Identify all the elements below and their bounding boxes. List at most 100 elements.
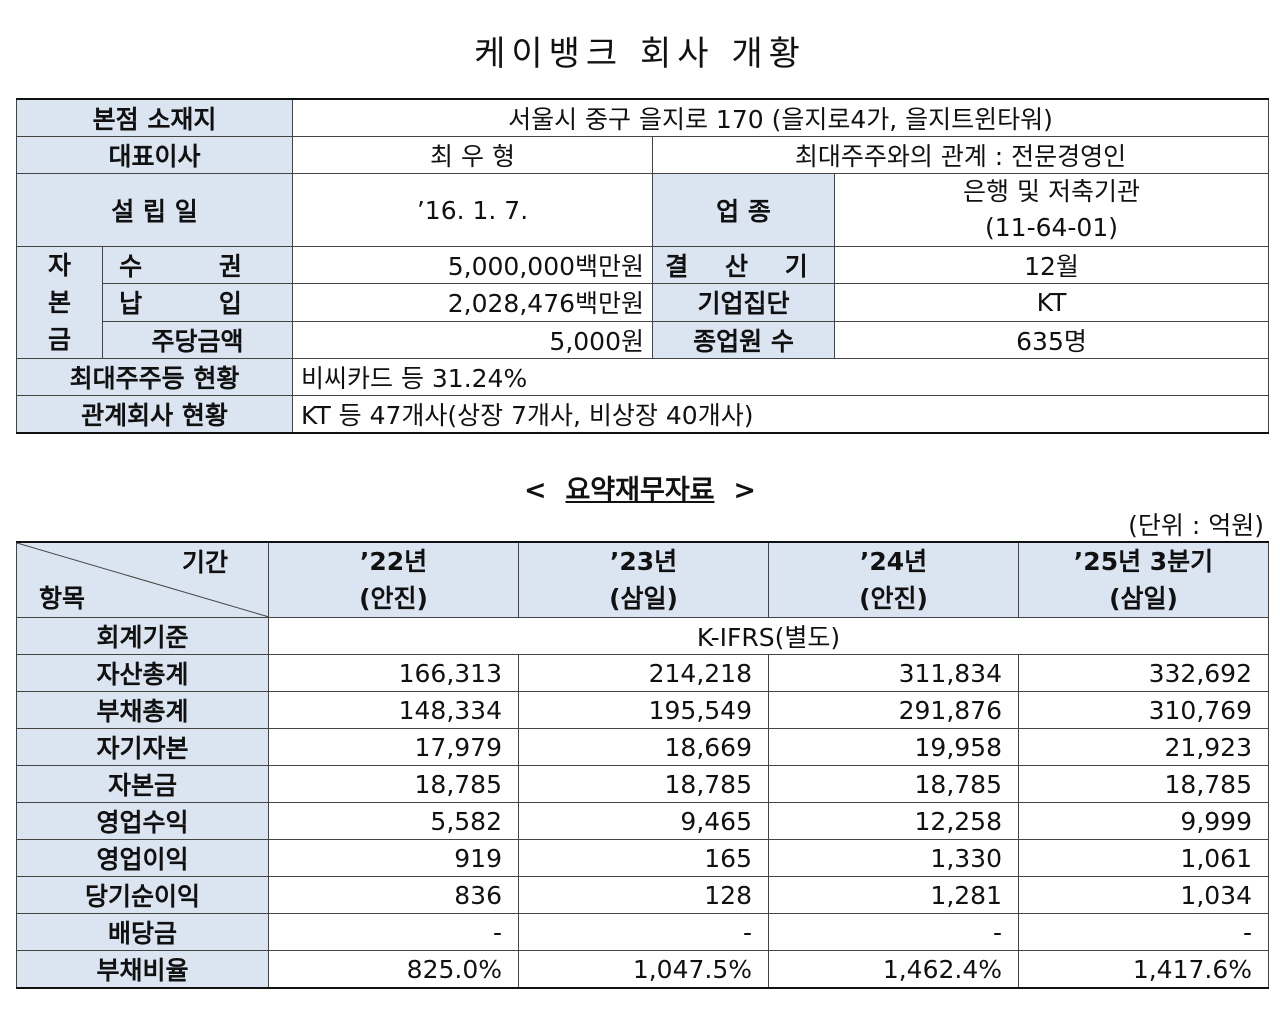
capital-label-char-1: 자 — [47, 251, 71, 280]
period-year: ’24년 — [859, 547, 928, 576]
row-value: 1,417.6% — [1018, 950, 1269, 989]
hq-row: 본점 소재지 서울시 중구 을지로 170 (을지로4가, 을지트윈타워) — [16, 98, 1270, 137]
period-header: ’25년 3분기 (삼일) — [1018, 541, 1269, 618]
row-value: 310,769 — [1018, 691, 1269, 729]
affiliates-value: KT 등 47개사(상장 7개사, 비상장 40개사) — [291, 395, 1270, 434]
row-value: - — [768, 913, 1019, 951]
row-value: 825.0% — [268, 950, 519, 989]
row-value: 18,785 — [1018, 765, 1269, 803]
unit-note: (단위 : 억원) — [1128, 511, 1264, 540]
row-value: - — [1018, 913, 1269, 951]
row-label: 영업이익 — [16, 839, 269, 877]
row-value: 836 — [268, 876, 519, 914]
subtitle-right-bracket: > — [733, 475, 756, 506]
employees-label: 종업원 수 — [652, 320, 835, 360]
affiliates-label: 관계회사 현황 — [16, 395, 293, 434]
table-row: 당기순이익 836 128 1,281 1,034 — [16, 876, 1269, 914]
row-value: 12,258 — [768, 802, 1019, 840]
standard-row: 회계기준 K-IFRS(별도) — [16, 617, 1269, 655]
corner-diagonal-line — [17, 543, 268, 617]
group-label: 기업집단 — [652, 283, 835, 322]
corner-header: 기간 항목 — [16, 541, 269, 618]
capital-label: 자 본 금 — [16, 246, 103, 359]
ceo-row: 대표이사 최 우 형 최대주주와의 관계 : 전문경영인 — [16, 136, 1270, 174]
row-value: 18,785 — [768, 765, 1019, 803]
row-value: 5,582 — [268, 802, 519, 840]
shareholder-row: 최대주주등 현황 비씨카드 등 31.24% — [16, 358, 1270, 396]
paidin-row: 납 입 2,028,476백만원 기업집단 KT — [17, 283, 1270, 322]
table-row: 자본금 18,785 18,785 18,785 18,785 — [16, 765, 1269, 803]
standard-label: 회계기준 — [16, 617, 269, 655]
row-value: 18,669 — [518, 728, 769, 766]
company-overview-table: 본점 소재지 서울시 중구 을지로 170 (을지로4가, 을지트윈타워) 대표… — [16, 98, 1270, 434]
paidin-value: 2,028,476백만원 — [292, 283, 653, 322]
corner-period-label: 기간 — [181, 548, 228, 577]
financial-summary-table: 기간 항목 ’22년 (안진) ’23년 (삼일) ’24년 (안진) ’25년… — [16, 541, 1269, 989]
row-value: 9,465 — [518, 802, 769, 840]
table-row: 부채총계 148,334 195,549 291,876 310,769 — [16, 691, 1269, 729]
row-label: 영업수익 — [16, 802, 269, 840]
authorized-label: 수 권 — [102, 245, 293, 285]
period-auditor: (삼일) — [1109, 584, 1178, 613]
period-auditor: (안진) — [859, 584, 928, 613]
row-value: 17,979 — [268, 728, 519, 766]
period-header: ’22년 (안진) — [268, 541, 519, 618]
row-value: 21,923 — [1018, 728, 1269, 766]
row-label: 배당금 — [16, 913, 269, 951]
row-label: 당기순이익 — [16, 876, 269, 914]
row-value: 332,692 — [1018, 654, 1269, 692]
industry-value-line2: (11-64-01) — [985, 213, 1118, 242]
table-row: 영업수익 5,582 9,465 12,258 9,999 — [16, 802, 1269, 840]
row-value: 1,047.5% — [518, 950, 769, 989]
row-value: - — [518, 913, 769, 951]
row-label: 자기자본 — [16, 728, 269, 766]
table-row: 영업이익 919 165 1,330 1,061 — [16, 839, 1269, 877]
row-value: 19,958 — [768, 728, 1019, 766]
period-year: ’23년 — [609, 547, 678, 576]
row-value: 128 — [518, 876, 769, 914]
period-year: ’22년 — [359, 547, 428, 576]
group-value: KT — [833, 283, 1270, 322]
fiscal-label: 결 산 기 — [652, 245, 835, 285]
row-value: 18,785 — [268, 765, 519, 803]
row-value: 1,281 — [768, 876, 1019, 914]
period-header: ’24년 (안진) — [768, 541, 1019, 618]
corner-item-label: 항목 — [39, 584, 86, 613]
period-header: ’23년 (삼일) — [518, 541, 769, 618]
row-label: 자본금 — [16, 765, 269, 803]
row-value: - — [268, 913, 519, 951]
row-label: 부채비율 — [16, 950, 269, 989]
shareholder-label: 최대주주등 현황 — [16, 358, 293, 396]
period-auditor: (삼일) — [609, 584, 678, 613]
authorized-row: 자 본 금 수 권 5,000,000백만원 결 산 기 12월 — [16, 245, 1270, 359]
row-value: 919 — [268, 839, 519, 877]
table-row: 자기자본 17,979 18,669 19,958 21,923 — [16, 728, 1269, 766]
founded-value: ’16. 1. 7. — [292, 173, 653, 247]
row-label: 부채총계 — [16, 691, 269, 729]
shareholder-value: 비씨카드 등 31.24% — [291, 358, 1270, 396]
period-year: ’25년 3분기 — [1073, 547, 1214, 576]
standard-value: K-IFRS(별도) — [268, 617, 1269, 655]
ceo-label: 대표이사 — [16, 136, 293, 174]
row-value: 165 — [518, 839, 769, 877]
table-row: 배당금 - - - - — [16, 913, 1269, 951]
employees-value: 635명 — [833, 320, 1270, 360]
row-value: 9,999 — [1018, 802, 1269, 840]
row-value: 1,330 — [768, 839, 1019, 877]
row-value: 291,876 — [768, 691, 1019, 729]
founded-label: 설 립 일 — [16, 173, 293, 247]
par-label: 주당금액 — [102, 320, 293, 360]
capital-label-char-2: 본 — [47, 288, 71, 317]
row-value: 166,313 — [268, 654, 519, 692]
row-value: 214,218 — [518, 654, 769, 692]
table-row: 자산총계 166,313 214,218 311,834 332,692 — [16, 654, 1269, 692]
authorized-value: 5,000,000백만원 — [292, 245, 653, 285]
financial-subtitle: < 요약재무자료 > — [0, 468, 1280, 507]
industry-label: 업 종 — [652, 173, 835, 247]
founded-row: 설 립 일 ’16. 1. 7. 업 종 은행 및 저축기관 (11-64-01… — [16, 173, 1270, 247]
row-label: 자산총계 — [16, 654, 269, 692]
hq-value: 서울시 중구 을지로 170 (을지로4가, 을지트윈타워) — [291, 98, 1270, 137]
row-value: 148,334 — [268, 691, 519, 729]
affiliates-row: 관계회사 현황 KT 등 47개사(상장 7개사, 비상장 40개사) — [16, 395, 1270, 434]
capital-label-char-3: 금 — [47, 325, 71, 354]
